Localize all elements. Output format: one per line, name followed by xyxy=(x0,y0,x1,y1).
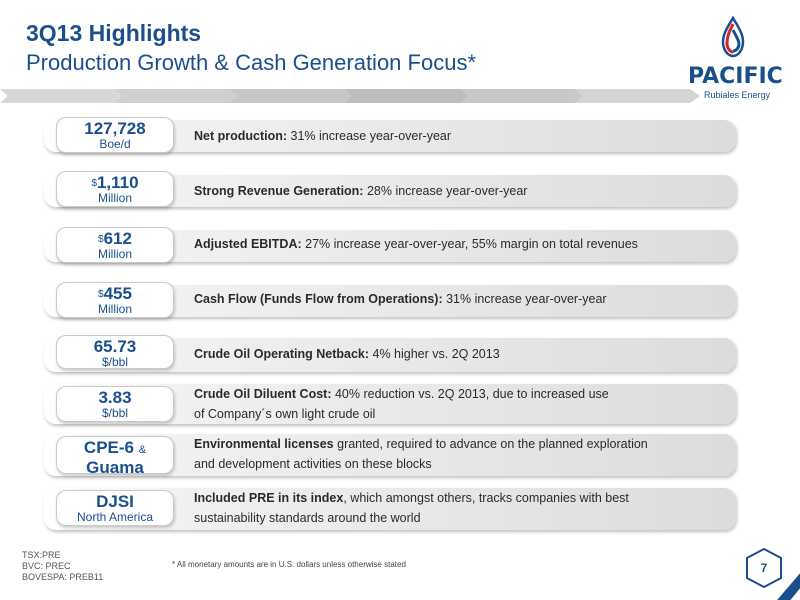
ticker: BOVESPA: PREB11 xyxy=(22,572,104,582)
metric-value: DJSI xyxy=(96,492,134,511)
highlight-bold: Strong Revenue Generation: xyxy=(194,184,364,198)
highlight-detail-line2: of Company´s own light crude oil xyxy=(194,407,376,421)
metric-badge: $1,110 Million xyxy=(56,171,174,207)
page-number-badge: 7 xyxy=(744,546,784,590)
highlight-text: Adjusted EBITDA: 27% increase year-over-… xyxy=(194,234,638,254)
highlight-detail-line2: and development activities on these bloc… xyxy=(194,457,432,471)
metric-value: 3.83 xyxy=(98,388,132,407)
highlight-row: 65.73 $/bbl Crude Oil Operating Netback:… xyxy=(44,335,736,372)
ampersand: & xyxy=(138,444,147,456)
highlight-detail: , which amongst others, tracks companies… xyxy=(343,491,629,505)
highlight-detail: 27% increase year-over-year, 55% margin … xyxy=(301,237,638,251)
ticker: BVC: PREC xyxy=(22,561,71,571)
highlight-bold: Included PRE in its index xyxy=(194,491,344,505)
metric-badge: CPE-6 & Guama xyxy=(56,436,174,477)
highlight-row: 127,728 Boe/d Net production: 31% increa… xyxy=(44,117,736,153)
highlight-bold: Crude Oil Operating Netback: xyxy=(194,347,370,361)
highlight-detail: 31% increase year-over-year xyxy=(287,129,452,143)
company-logo: PACIFIC Rubiales Energy xyxy=(680,12,790,102)
highlight-detail-line2: sustainability standards around the worl… xyxy=(194,511,421,525)
metric-badge: $455 Million xyxy=(56,282,174,318)
highlight-text: Strong Revenue Generation: 28% increase … xyxy=(194,181,527,201)
highlight-detail: 40% reduction vs. 2Q 2013, due to increa… xyxy=(331,387,609,401)
highlight-detail: granted, required to advance on the plan… xyxy=(333,437,648,451)
decorative-arrow-bar xyxy=(0,89,700,103)
metric-unit: Guama xyxy=(86,458,144,477)
page-subtitle: Production Growth & Cash Generation Focu… xyxy=(26,50,477,75)
arrow-segment xyxy=(0,89,125,103)
metric-unit: $/bbl xyxy=(101,406,129,420)
metric-badge: 65.73 $/bbl xyxy=(56,335,174,369)
highlight-text: Crude Oil Operating Netback: 4% higher v… xyxy=(194,344,500,364)
page-title: 3Q13 Highlights xyxy=(26,20,202,46)
highlight-bold: Environmental licenses xyxy=(194,437,334,451)
highlight-text: Environmental licenses granted, required… xyxy=(194,434,648,474)
arrow-segment xyxy=(575,89,700,103)
highlight-detail: 31% increase year-over-year xyxy=(442,292,607,306)
metric-value: 455 xyxy=(103,284,132,303)
arrow-segment xyxy=(460,89,585,103)
ticker: TSX:PRE xyxy=(22,550,61,560)
arrow-segment xyxy=(230,89,355,103)
metric-badge: DJSI North America xyxy=(56,490,174,526)
page-number: 7 xyxy=(760,561,768,575)
corner-decoration xyxy=(777,573,800,600)
metric-badge: 3.83 $/bbl xyxy=(56,386,174,422)
arrow-segment xyxy=(115,89,240,103)
highlight-bold: Adjusted EBITDA: xyxy=(194,237,302,251)
currency-symbol: $ xyxy=(98,289,104,300)
highlight-text: Net production: 31% increase year-over-y… xyxy=(194,126,451,146)
metric-badge: $612 Million xyxy=(56,227,174,263)
highlight-text: Crude Oil Diluent Cost: 40% reduction vs… xyxy=(194,384,609,424)
highlight-row: $1,110 Million Strong Revenue Generation… xyxy=(44,171,736,207)
highlight-text: Cash Flow (Funds Flow from Operations): … xyxy=(194,289,607,309)
currency-symbol: $ xyxy=(91,178,97,189)
metric-value: 612 xyxy=(103,229,132,248)
arrow-segment xyxy=(345,89,470,103)
footnote: * All monetary amounts are in U.S. dolla… xyxy=(172,560,406,569)
highlight-bold: Cash Flow (Funds Flow from Operations): xyxy=(194,292,443,306)
highlight-row: $455 Million Cash Flow (Funds Flow from … xyxy=(44,282,736,318)
highlight-bold: Net production: xyxy=(194,129,288,143)
hexagon-icon xyxy=(746,547,782,589)
logo-tagline: Rubiales Energy xyxy=(704,90,771,100)
metric-badge: 127,728 Boe/d xyxy=(56,117,174,153)
highlight-detail: 4% higher vs. 2Q 2013 xyxy=(369,347,500,361)
highlight-row: $612 Million Adjusted EBITDA: 27% increa… xyxy=(44,227,736,263)
metric-unit: Million xyxy=(97,191,132,205)
highlight-detail: 28% increase year-over-year xyxy=(363,184,528,198)
highlight-row: 3.83 $/bbl Crude Oil Diluent Cost: 40% r… xyxy=(44,384,736,424)
drop-logo-icon xyxy=(721,16,745,58)
highlight-bold: Crude Oil Diluent Cost: xyxy=(194,387,332,401)
metric-value: CPE-6 xyxy=(83,438,134,457)
logo-name: PACIFIC xyxy=(688,64,783,89)
highlight-row: CPE-6 & Guama Environmental licenses gra… xyxy=(44,434,736,477)
metric-unit: $/bbl xyxy=(101,355,129,369)
currency-symbol: $ xyxy=(98,234,104,245)
metric-value: 65.73 xyxy=(93,337,137,356)
highlight-row: DJSI North America Included PRE in its i… xyxy=(44,488,736,530)
metric-unit: Million xyxy=(97,302,132,316)
ticker-list: TSX:PRE BVC: PREC BOVESPA: PREB11 xyxy=(22,550,103,583)
highlight-text: Included PRE in its index, which amongst… xyxy=(194,488,629,528)
metric-unit: Boe/d xyxy=(99,137,131,151)
metric-value: 1,110 xyxy=(96,173,139,192)
metric-value: 127,728 xyxy=(84,119,146,138)
metric-unit: Million xyxy=(97,247,132,261)
metric-unit: North America xyxy=(76,510,154,524)
